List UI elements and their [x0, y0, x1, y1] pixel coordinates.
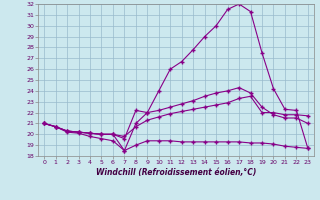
X-axis label: Windchill (Refroidissement éolien,°C): Windchill (Refroidissement éolien,°C) — [96, 168, 256, 177]
